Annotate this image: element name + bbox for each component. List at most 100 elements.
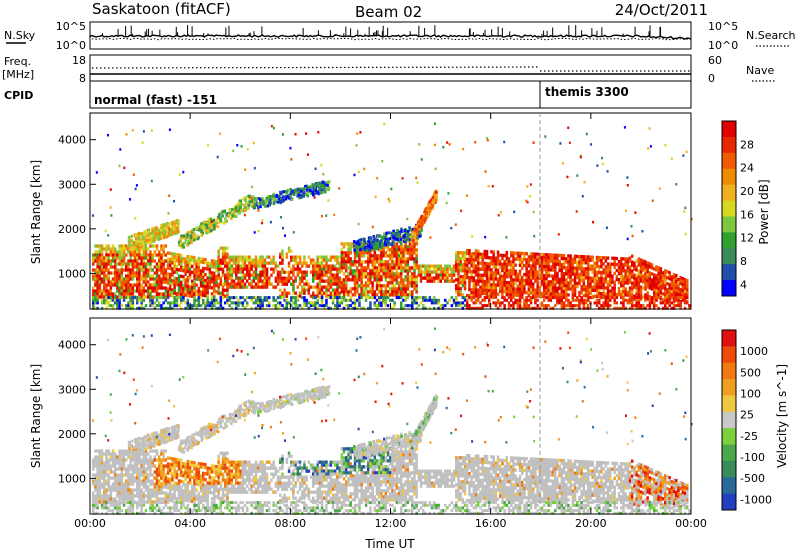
power-cell bbox=[187, 301, 190, 304]
power-cell bbox=[587, 285, 590, 288]
power-cell bbox=[299, 262, 302, 265]
power-cell bbox=[580, 296, 583, 299]
power-cell bbox=[653, 285, 656, 288]
power-cell bbox=[627, 282, 630, 285]
power-cell bbox=[211, 262, 214, 265]
power-cell bbox=[455, 296, 458, 299]
power-cell bbox=[312, 268, 315, 271]
power-cell bbox=[396, 260, 399, 263]
power-cell bbox=[162, 247, 165, 250]
power-cell bbox=[118, 268, 121, 271]
power-cell bbox=[455, 304, 458, 307]
power-cell bbox=[653, 279, 656, 282]
power-cell bbox=[121, 277, 124, 280]
power-cell bbox=[118, 259, 121, 262]
power-cell bbox=[231, 283, 234, 286]
power-cell bbox=[607, 286, 610, 289]
power-cell bbox=[160, 296, 163, 299]
power-cell bbox=[561, 301, 564, 304]
power-cell bbox=[211, 292, 214, 295]
power-cell bbox=[646, 270, 649, 273]
power-cell bbox=[380, 296, 383, 299]
power-cell bbox=[334, 296, 337, 299]
power-cell bbox=[268, 301, 271, 304]
power-cell bbox=[107, 283, 110, 286]
power-cell bbox=[374, 257, 377, 260]
power-cell bbox=[596, 299, 599, 302]
power-cell bbox=[503, 254, 506, 257]
power-cell bbox=[354, 290, 357, 293]
power-cell bbox=[237, 304, 240, 307]
power-cell bbox=[218, 216, 221, 219]
power-cell bbox=[664, 272, 667, 275]
power-cell bbox=[407, 296, 410, 299]
power-cell bbox=[495, 274, 498, 277]
power-cell bbox=[116, 295, 119, 298]
power-cell bbox=[198, 278, 201, 281]
power-cell bbox=[288, 292, 291, 295]
power-cell bbox=[294, 292, 297, 295]
power-cell bbox=[609, 290, 612, 293]
power-cell bbox=[204, 279, 207, 282]
power-cell bbox=[110, 304, 113, 307]
power-cell bbox=[334, 292, 337, 295]
power-cell bbox=[382, 293, 385, 296]
power-cell bbox=[169, 276, 172, 279]
power-cell bbox=[545, 277, 548, 280]
power-cell bbox=[299, 268, 302, 271]
power-cell bbox=[561, 304, 564, 307]
power-cell bbox=[536, 277, 539, 280]
power-cell bbox=[613, 281, 616, 284]
power-cell bbox=[235, 265, 238, 268]
power-cell bbox=[651, 296, 654, 299]
power-cell bbox=[437, 274, 440, 277]
power-cell bbox=[490, 283, 493, 286]
power-cell bbox=[532, 261, 535, 264]
power-cell bbox=[286, 271, 289, 274]
power-cell bbox=[512, 301, 515, 304]
power-cell bbox=[407, 304, 410, 307]
power-cell bbox=[343, 299, 346, 302]
power-cell bbox=[578, 273, 581, 276]
power-cell bbox=[629, 296, 632, 299]
power-cell bbox=[602, 256, 605, 259]
power-cell bbox=[477, 292, 480, 295]
power-cell bbox=[323, 280, 326, 283]
power-cell bbox=[550, 299, 553, 302]
power-cell bbox=[123, 247, 126, 250]
power-cell bbox=[657, 296, 660, 299]
power-cell bbox=[305, 280, 308, 283]
power-scatter bbox=[92, 123, 693, 310]
power-cell bbox=[154, 250, 157, 253]
power-cell bbox=[180, 299, 183, 302]
power-cell bbox=[191, 286, 194, 289]
power-cell bbox=[629, 293, 632, 296]
power-cell bbox=[279, 271, 282, 274]
power-cell bbox=[360, 284, 363, 287]
power-cell bbox=[644, 263, 647, 266]
power-cell bbox=[235, 206, 238, 209]
power-cell bbox=[187, 291, 190, 294]
power-cell bbox=[286, 283, 289, 286]
power-cell bbox=[587, 270, 590, 273]
power-cell bbox=[399, 241, 402, 244]
power-cell bbox=[334, 277, 337, 280]
power-cell bbox=[132, 271, 135, 274]
power-cell bbox=[297, 286, 300, 289]
power-cell bbox=[662, 271, 665, 274]
nave-line bbox=[92, 67, 691, 71]
power-cell bbox=[387, 260, 390, 263]
power-cell bbox=[437, 277, 440, 280]
power-cell bbox=[173, 268, 176, 271]
power-cell bbox=[391, 254, 394, 257]
power-cell bbox=[574, 270, 577, 273]
power-cell bbox=[521, 282, 524, 285]
power-cell bbox=[206, 288, 209, 291]
power-cell bbox=[686, 291, 689, 294]
power-cell bbox=[125, 268, 128, 271]
power-cell bbox=[640, 273, 643, 276]
power-cell bbox=[319, 286, 322, 289]
power-cell bbox=[596, 277, 599, 280]
power-cell bbox=[341, 287, 344, 290]
power-cell bbox=[550, 268, 553, 271]
